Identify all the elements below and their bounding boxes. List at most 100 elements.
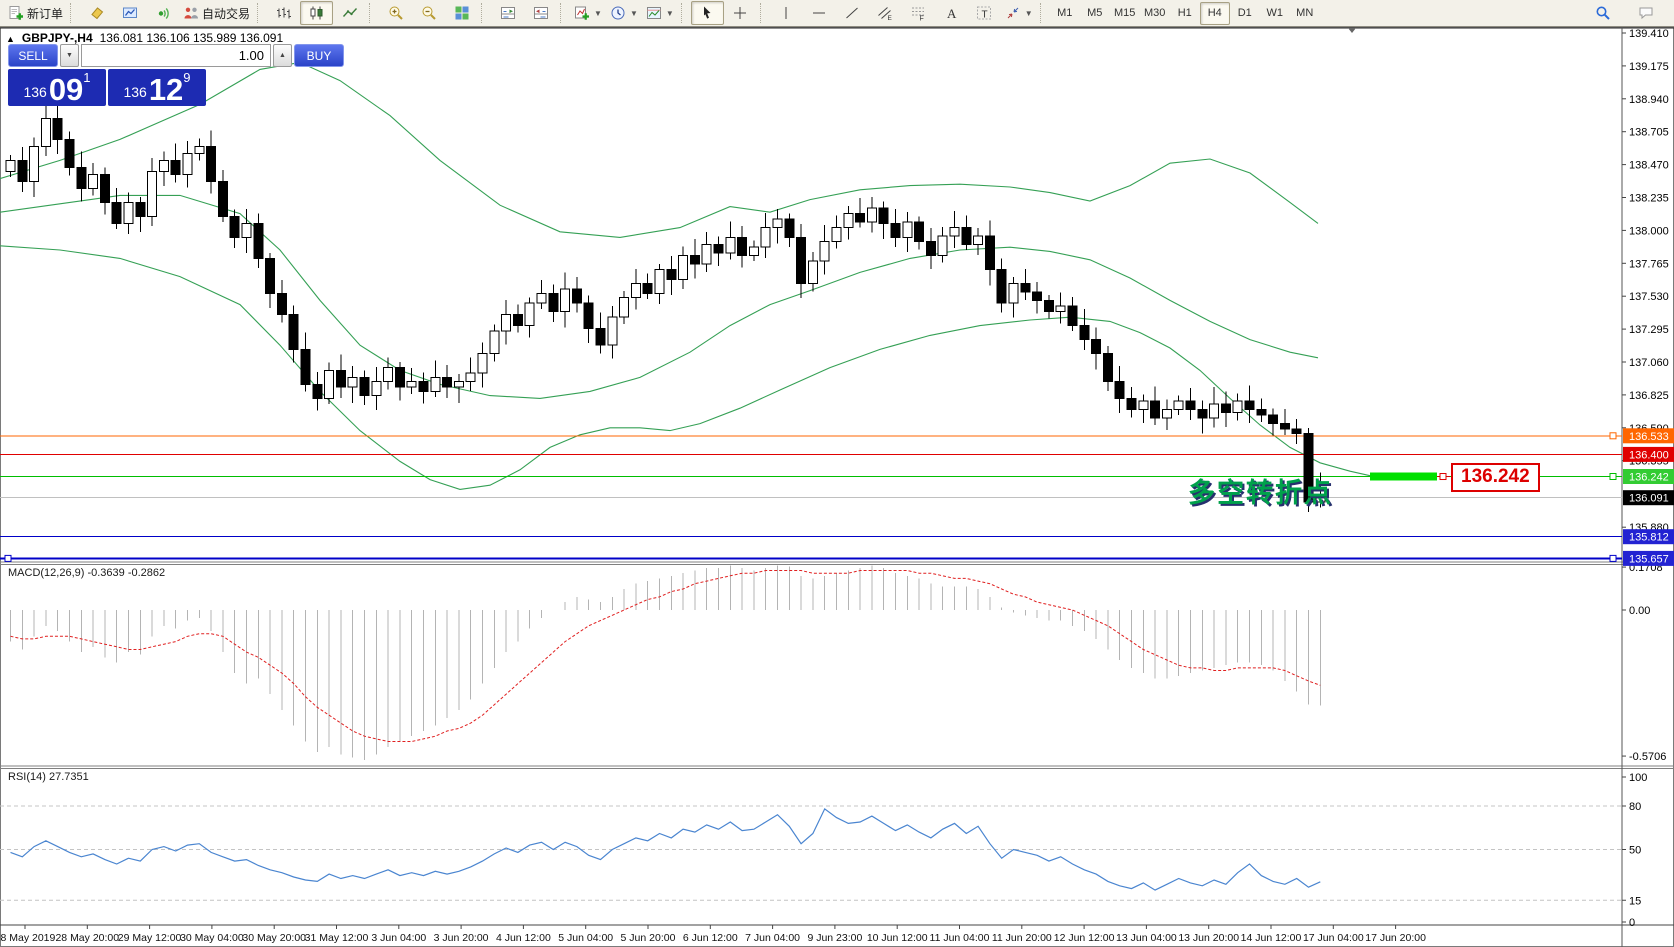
button-label: H1 <box>1177 7 1192 19</box>
rsi-indicator-label: RSI(14) 27.7351 <box>8 771 89 783</box>
svg-text:30 May 20:00: 30 May 20:00 <box>242 932 306 944</box>
trendline-button[interactable] <box>836 1 869 25</box>
button-label: 新订单 <box>27 6 64 21</box>
arrows-button[interactable]: ▼ <box>1001 1 1037 25</box>
zoom-out-button[interactable] <box>412 1 445 25</box>
timeframe-w1-button[interactable]: W1 <box>1260 2 1290 25</box>
vertical-line-button[interactable] <box>770 1 803 25</box>
sell-price-pips: 09 <box>48 71 84 107</box>
volume-input[interactable] <box>81 44 271 67</box>
highlight-trendline[interactable] <box>1370 472 1437 481</box>
svg-text:50: 50 <box>1629 845 1641 857</box>
one-click-trading-panel: SELL ▼ ▲ BUY 136 09 1 136 12 9 <box>8 44 344 106</box>
toolbar-separator <box>70 3 76 23</box>
autotrading-icon <box>184 7 199 19</box>
chart-canvas[interactable]: 139.410 139.175 138.940 138.705 138.470 138.2… <box>0 27 1674 947</box>
templates-icon <box>646 7 661 19</box>
fibonacci-icon: F <box>912 7 925 22</box>
button-label: M1 <box>1057 7 1073 19</box>
button-label: 自动交易 <box>202 6 251 21</box>
svg-text:17 Jun 04:00: 17 Jun 04:00 <box>1303 932 1364 944</box>
svg-text:6 Jun 12:00: 6 Jun 12:00 <box>683 932 738 944</box>
tile-windows-button[interactable] <box>445 1 478 25</box>
timeframe-m15-button[interactable]: M15 <box>1110 2 1140 25</box>
equidistant-channel-icon: E <box>878 7 893 21</box>
timeframe-h1-button[interactable]: H1 <box>1170 2 1200 25</box>
indicator-window-icon <box>500 7 515 19</box>
sell-price-integer: 136 <box>23 84 47 101</box>
timeframe-mn-button[interactable]: MN <box>1290 2 1320 25</box>
periods-button[interactable]: ▼ <box>606 1 642 25</box>
sell-price-display[interactable]: 136 09 1 <box>8 69 106 106</box>
main-toolbar: 新订单 自动交易 ▼ ▼ ▼ E F A T ▼ M1 M5 M15 M30 H1 H4 D1 W1 MN <box>0 0 1674 27</box>
dropdown-arrow-icon[interactable]: ▼ <box>665 8 674 18</box>
timeframe-m1-button[interactable]: M1 <box>1050 2 1080 25</box>
svg-text:136.825: 136.825 <box>1629 390 1669 402</box>
timeframe-m30-button[interactable]: M30 <box>1140 2 1170 25</box>
text-button[interactable]: A <box>935 1 968 25</box>
chart-marker-icon: ▲ <box>6 34 15 44</box>
cursor-button[interactable] <box>690 1 724 25</box>
volume-decrease-button[interactable]: ▼ <box>60 44 79 67</box>
svg-text:135.812: 135.812 <box>1629 532 1669 544</box>
svg-text:F: F <box>920 16 924 22</box>
chart-title: ▲ GBPJPY-,H4 136.081 136.106 135.989 136… <box>6 31 283 45</box>
indicator-window-alt-button[interactable] <box>524 1 557 25</box>
fibonacci-button[interactable]: F <box>902 1 935 25</box>
profiles-icon <box>122 7 137 18</box>
sell-button[interactable]: SELL <box>8 44 58 67</box>
svg-text:28 May 2019: 28 May 2019 <box>0 932 56 944</box>
rsi-panel <box>0 805 1622 901</box>
button-label: M30 <box>1144 7 1166 19</box>
buy-button[interactable]: BUY <box>294 44 344 67</box>
dropdown-arrow-icon[interactable]: ▼ <box>1024 8 1033 18</box>
buy-price-display[interactable]: 136 12 9 <box>108 69 206 106</box>
crosshair-button[interactable] <box>724 1 757 25</box>
timeframe-h4-button[interactable]: H4 <box>1199 1 1230 25</box>
svg-text:137.060: 137.060 <box>1629 357 1669 369</box>
macd-signal-line <box>10 570 1321 742</box>
candlestick-chart-button[interactable] <box>300 1 334 25</box>
toolbar-separator <box>680 3 687 23</box>
autotrading-button[interactable]: 自动交易 <box>179 1 254 25</box>
svg-text:139.175: 139.175 <box>1629 61 1669 73</box>
dropdown-arrow-icon[interactable]: ▼ <box>629 8 638 18</box>
buy-price-point: 9 <box>183 70 191 85</box>
volume-increase-button[interactable]: ▲ <box>273 44 292 67</box>
price-label-136.533 <box>1623 428 1674 444</box>
bar-chart-icon <box>276 7 291 19</box>
bar-chart-button[interactable] <box>267 1 300 25</box>
chat-button[interactable] <box>1629 1 1662 25</box>
search-button[interactable] <box>1586 1 1619 25</box>
svg-text:13 Jun 20:00: 13 Jun 20:00 <box>1178 932 1239 944</box>
add-indicator-button[interactable]: ▼ <box>570 1 606 25</box>
dropdown-arrow-icon[interactable]: ▼ <box>594 8 602 18</box>
horizontal-line-button[interactable] <box>803 1 836 25</box>
horizontal-lines[interactable] <box>0 432 1622 562</box>
timeframe-d1-button[interactable]: D1 <box>1230 2 1260 25</box>
new-chart-button[interactable] <box>80 1 113 25</box>
timeframe-m5-button[interactable]: M5 <box>1080 2 1110 25</box>
svg-text:138.705: 138.705 <box>1629 127 1669 139</box>
line-chart-button[interactable] <box>333 1 366 25</box>
profiles-button[interactable] <box>113 1 146 25</box>
svg-text:17 Jun 20:00: 17 Jun 20:00 <box>1365 932 1426 944</box>
indicator-window-button[interactable] <box>491 1 524 25</box>
templates-button[interactable]: ▼ <box>642 1 678 25</box>
price-axis[interactable]: 139.410 139.175 138.940 138.705 138.470 138.2… <box>1622 28 1674 929</box>
add-indicator-icon <box>575 6 590 20</box>
new-order-button[interactable]: 新订单 <box>4 1 67 25</box>
trendline-icon <box>846 7 859 19</box>
svg-text:137.765: 137.765 <box>1629 258 1669 270</box>
svg-text:135.657: 135.657 <box>1629 553 1669 565</box>
svg-text:138.000: 138.000 <box>1629 225 1669 237</box>
chart-symbol-label: GBPJPY-,H4 <box>21 31 93 45</box>
equidistant-channel-button[interactable]: E <box>869 1 902 25</box>
price-label-136.242 <box>1623 469 1674 484</box>
text-label-icon: T <box>977 6 992 21</box>
text-label-button[interactable]: T <box>968 1 1001 25</box>
svg-text:5 Jun 20:00: 5 Jun 20:00 <box>621 932 676 944</box>
signals-button[interactable] <box>146 1 179 25</box>
zoom-in-button[interactable] <box>379 1 412 25</box>
